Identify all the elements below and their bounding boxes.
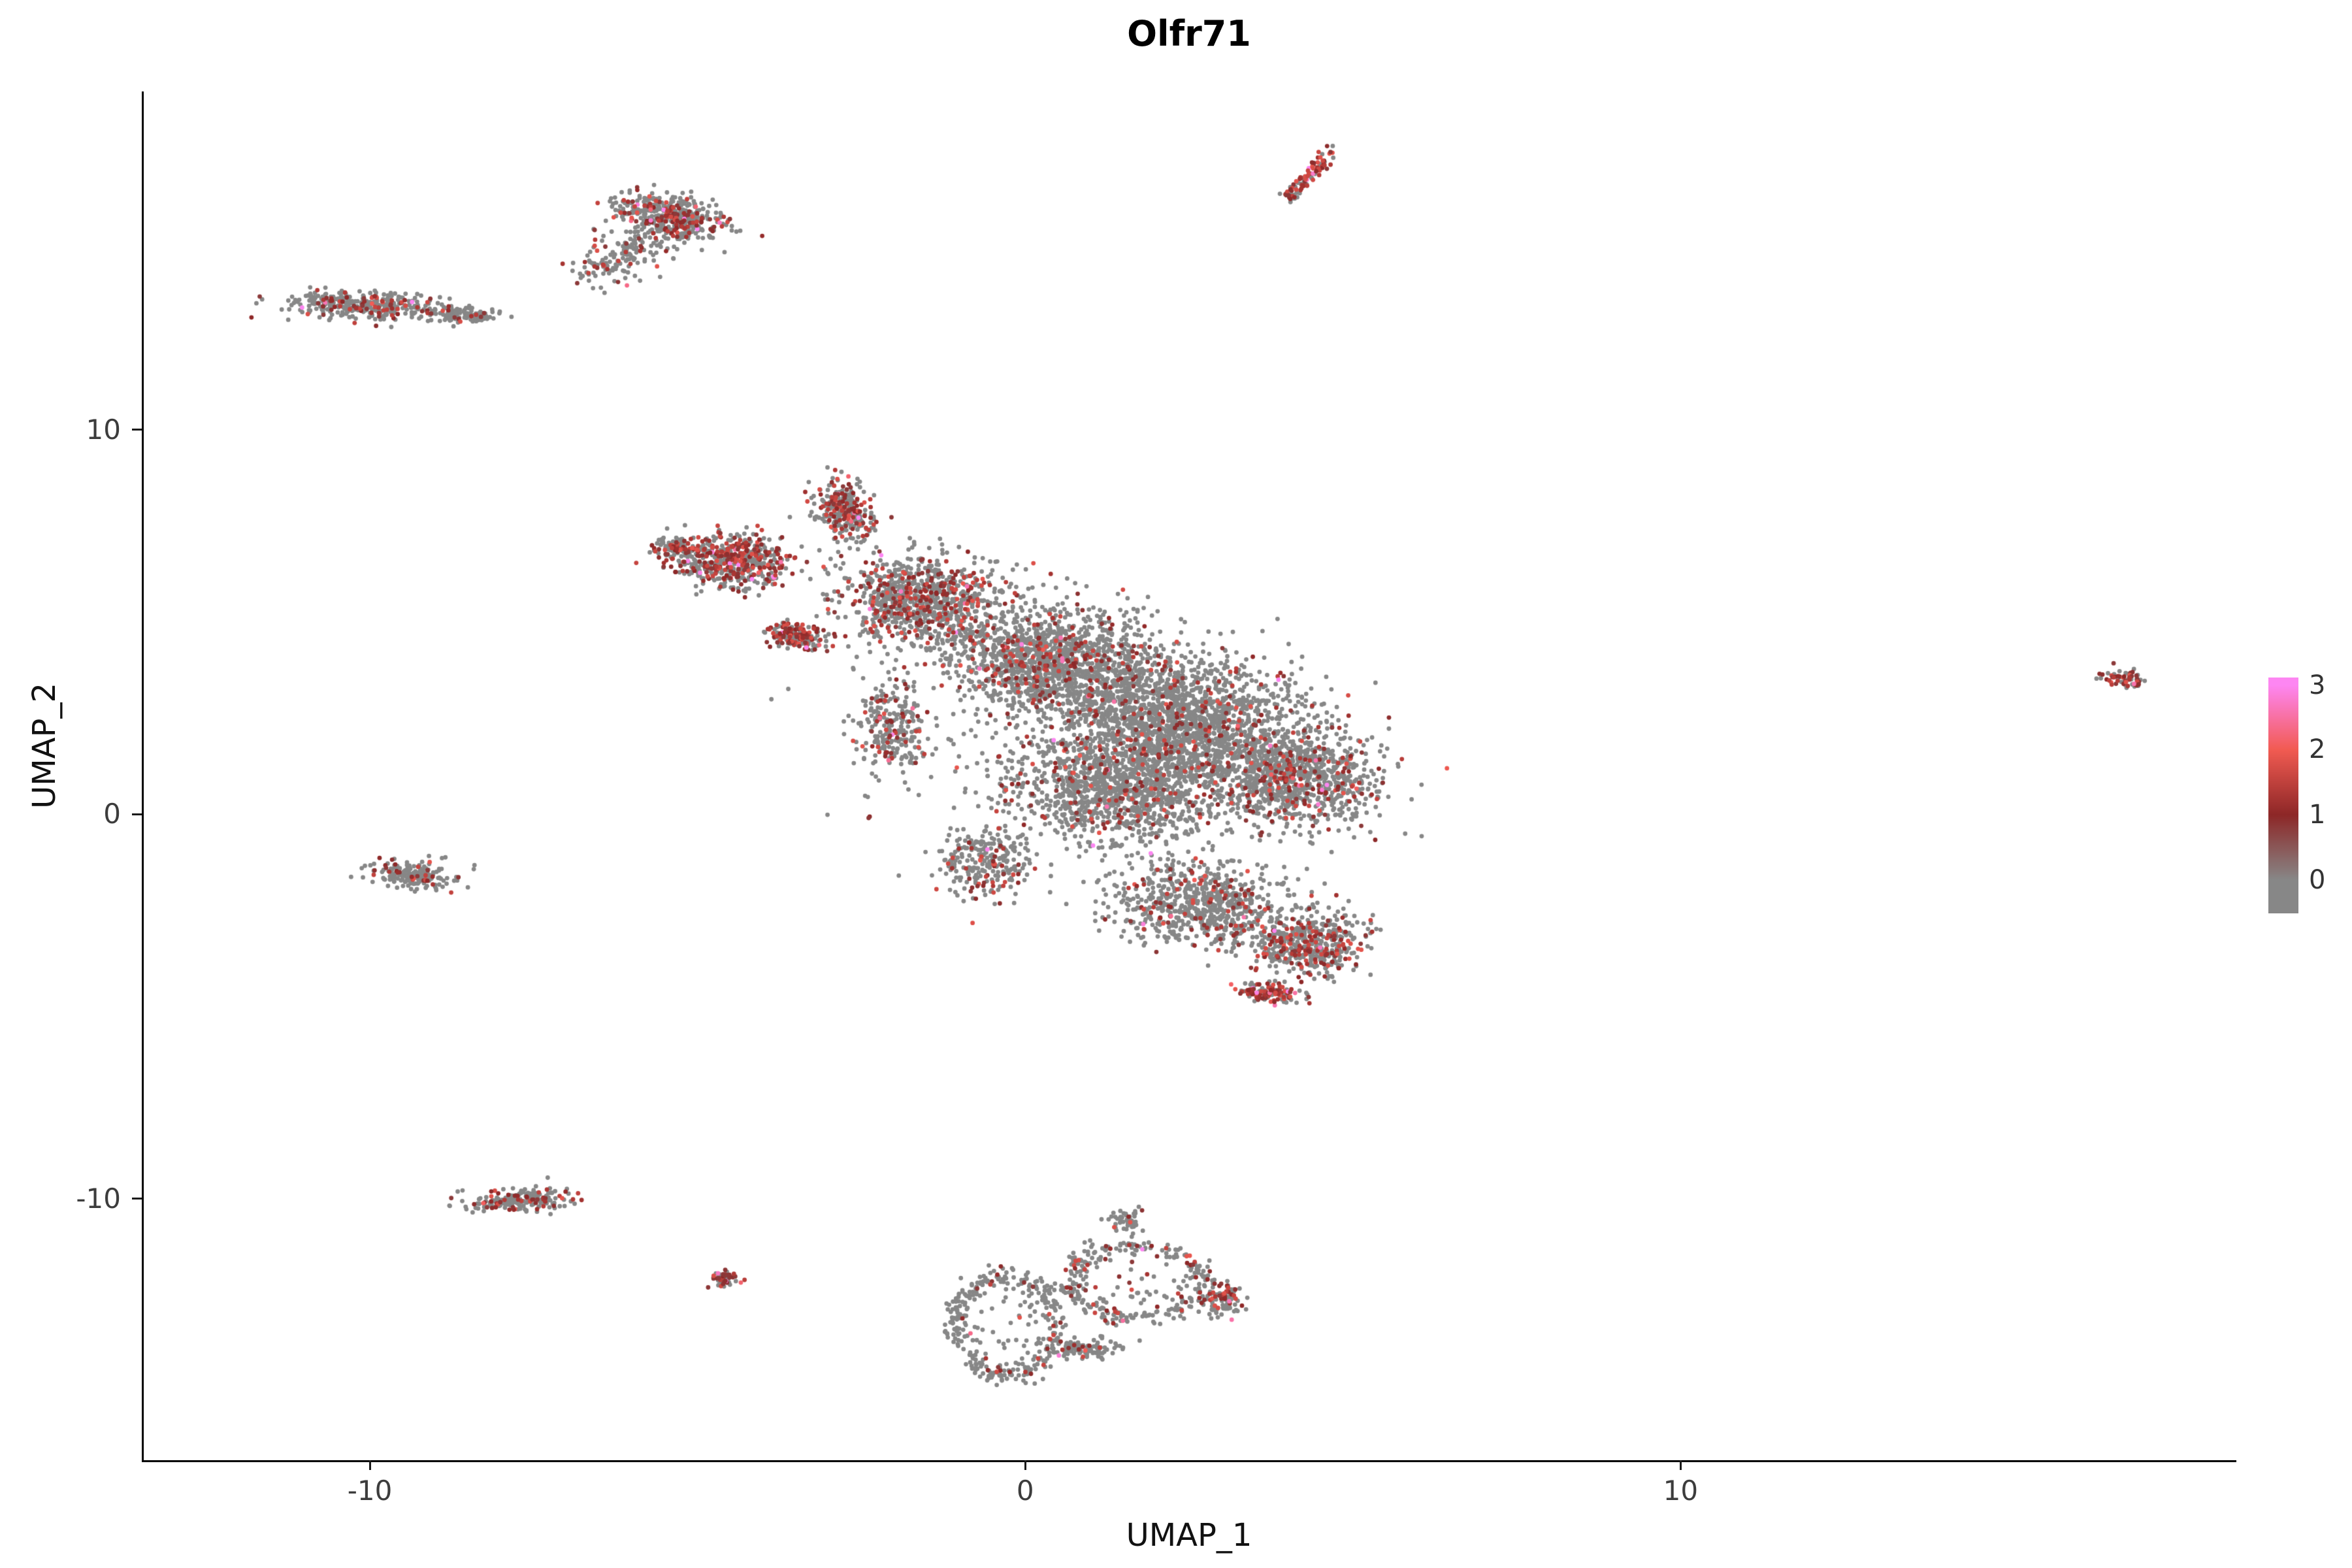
x-tick-mark [368,1460,371,1470]
y-tick-mark [132,813,142,815]
legend-label-1: 1 [2309,800,2326,830]
x-tick-label: -10 [347,1475,393,1507]
y-tick-label: 10 [86,413,121,446]
x-axis-title: UMAP_1 [1126,1517,1252,1554]
legend-label-3: 3 [2309,670,2326,700]
x-axis-line [142,1460,2236,1462]
y-tick-label: 0 [103,798,121,830]
legend-colorbar [2268,678,2298,913]
legend-label-0: 0 [2309,865,2326,895]
y-axis-line [142,91,144,1462]
y-axis-title: UMAP_2 [26,683,63,809]
y-tick-mark [132,429,142,431]
x-tick-mark [1024,1460,1026,1470]
x-tick-label: 0 [1016,1475,1034,1507]
y-tick-mark [132,1198,142,1200]
x-tick-label: 10 [1663,1475,1699,1507]
plot-title: Olfr71 [1127,13,1251,54]
legend-label-2: 2 [2309,734,2326,764]
x-tick-mark [1679,1460,1682,1470]
y-tick-label: -10 [76,1182,121,1215]
